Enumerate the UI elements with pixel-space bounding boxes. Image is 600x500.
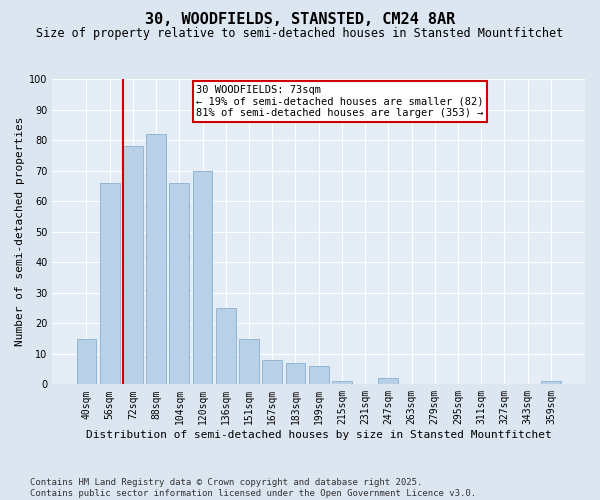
Bar [146,134,166,384]
Bar [262,360,282,384]
Bar [239,338,259,384]
Bar [309,366,329,384]
X-axis label: Distribution of semi-detached houses by size in Stansted Mountfitchet: Distribution of semi-detached houses by … [86,430,551,440]
Bar [216,308,236,384]
Bar [379,378,398,384]
Y-axis label: Number of semi-detached properties: Number of semi-detached properties [15,117,25,346]
Text: Size of property relative to semi-detached houses in Stansted Mountfitchet: Size of property relative to semi-detach… [37,28,563,40]
Bar [169,183,189,384]
Text: 30, WOODFIELDS, STANSTED, CM24 8AR: 30, WOODFIELDS, STANSTED, CM24 8AR [145,12,455,28]
Bar [286,363,305,384]
Bar [123,146,143,384]
Bar [193,170,212,384]
Bar [100,183,119,384]
Bar [77,338,97,384]
Bar [332,382,352,384]
Bar [541,382,561,384]
Text: 30 WOODFIELDS: 73sqm
← 19% of semi-detached houses are smaller (82)
81% of semi-: 30 WOODFIELDS: 73sqm ← 19% of semi-detac… [196,85,484,118]
Text: Contains HM Land Registry data © Crown copyright and database right 2025.
Contai: Contains HM Land Registry data © Crown c… [30,478,476,498]
